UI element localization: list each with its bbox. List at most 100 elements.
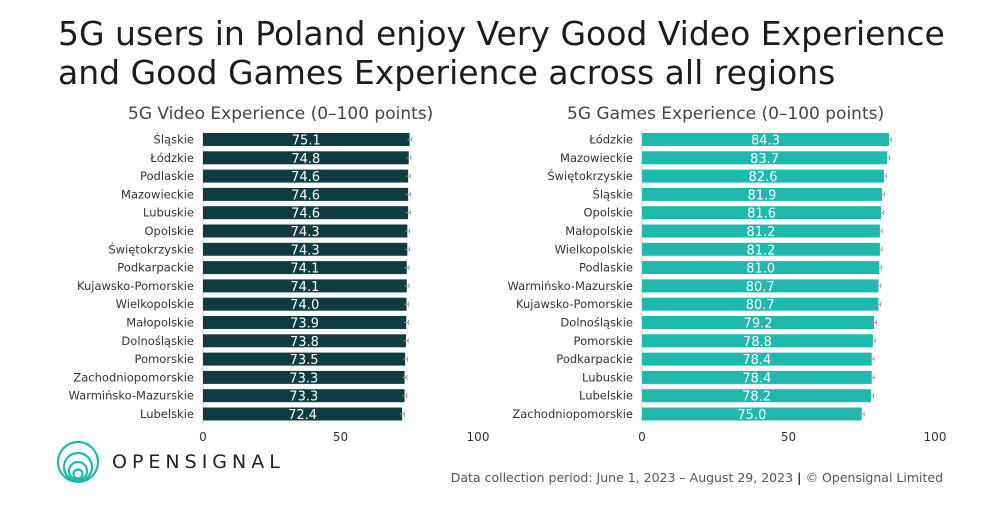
data-label: 74.8 [291,152,320,167]
data-label: 78.4 [742,353,771,368]
bar [642,187,882,201]
category-label: Lubelskie [579,389,633,403]
bar [203,334,406,348]
category-label: Wielkopolskie [116,297,194,311]
category-label: Zachodniopomorskie [512,407,633,421]
data-label: 81.6 [747,207,776,222]
data-label: 83.7 [750,152,779,167]
x-tick-label: 0 [638,430,646,444]
data-label: 81.2 [746,243,775,258]
bar [642,389,872,403]
footer-copyright: © Opensignal Limited [805,470,943,485]
data-label: 81.9 [748,188,777,203]
bar [203,407,403,421]
data-label: 74.6 [291,207,320,222]
title-line-2: and Good Games Experience across all reg… [58,53,836,92]
data-label: 73.8 [290,335,319,350]
category-label: Kujawsko-Pomorskie [516,297,633,311]
category-label: Mazowieckie [121,187,194,201]
bar [642,316,875,329]
data-label: 74.6 [291,170,320,185]
bar [203,206,409,220]
bar [203,370,405,384]
category-label: Opolskie [144,224,194,238]
data-label: 78.8 [743,335,772,350]
category-label: Podkarpackie [556,352,633,366]
category-label: Lubuskie [582,370,633,384]
category-label: Wielkopolskie [555,242,633,256]
bar [203,133,410,146]
data-label: 81.0 [746,262,775,277]
bar [642,224,880,238]
x-tick-label: 50 [781,430,796,444]
games-chart-title: 5G Games Experience (0–100 points) [567,104,885,124]
bar [642,242,880,256]
data-label: 79.2 [744,317,773,332]
data-label: 74.1 [290,280,319,295]
title-line-1: 5G users in Poland enjoy Very Good Video… [58,14,945,53]
bar [642,297,879,311]
data-label: 73.9 [290,317,319,332]
bar [642,370,872,384]
category-label: Warmińsko-Mazurskie [508,279,633,293]
category-label: Śląskie [593,186,633,201]
brand-wordmark: OPENSIGNAL [112,451,285,473]
category-label: Łódzkie [149,151,194,165]
data-label: 78.4 [742,371,771,386]
bar [203,316,407,329]
video-chart-title: 5G Video Experience (0–100 points) [128,104,434,124]
category-label: Lubelskie [140,407,194,421]
data-label: 81.2 [746,225,775,240]
data-label: 80.7 [746,280,775,295]
category-label: Łódzkie [588,133,633,147]
bar [203,169,409,183]
bar [642,407,862,421]
data-label: 82.6 [749,170,778,185]
page-title: 5G users in Poland enjoy Very Good Video… [58,14,968,92]
category-label: Świętokrzyskie [108,241,194,256]
category-label: Podkarpackie [117,261,194,275]
bar [642,261,880,275]
category-label: Świętokrzyskie [547,168,633,183]
bar [203,224,408,238]
bar [203,187,409,201]
bar [642,133,889,146]
brand-part-2: SIGNAL [184,451,285,473]
bar [642,206,882,220]
bar [203,352,406,366]
data-label: 74.1 [290,262,319,277]
data-label: 74.0 [290,298,319,313]
category-label: Dolnośląskie [121,334,194,348]
data-label: 78.2 [742,390,771,405]
bar [642,352,872,366]
data-label: 80.7 [746,298,775,313]
bar [642,169,885,183]
category-label: Podlaskie [140,169,194,183]
category-label: Warmińsko-Mazurskie [69,389,194,403]
bar [203,242,408,256]
category-label: Zachodniopomorskie [73,370,194,384]
category-label: Mazowieckie [560,151,633,165]
category-label: Lubuskie [143,206,194,220]
data-label: 73.3 [289,371,318,386]
data-label: 74.3 [291,243,320,258]
brand-part-1: OPEN [112,451,185,473]
x-tick-label: 100 [467,430,490,444]
x-tick-label: 100 [924,430,947,444]
bar [203,151,409,165]
category-label: Kujawsko-Pomorskie [77,279,194,293]
bar [642,151,888,165]
bar [642,334,873,348]
category-label: Śląskie [154,132,194,147]
category-label: Opolskie [583,206,633,220]
data-label: 75.1 [292,134,321,149]
data-label: 73.5 [290,353,319,368]
footer-note: Data collection period: June 1, 2023 – A… [451,470,943,485]
opensignal-logo-icon [56,440,100,484]
data-label: 84.3 [751,134,780,149]
x-tick-label: 0 [199,430,207,444]
category-label: Podlaskie [579,261,633,275]
category-label: Małopolskie [126,316,194,330]
